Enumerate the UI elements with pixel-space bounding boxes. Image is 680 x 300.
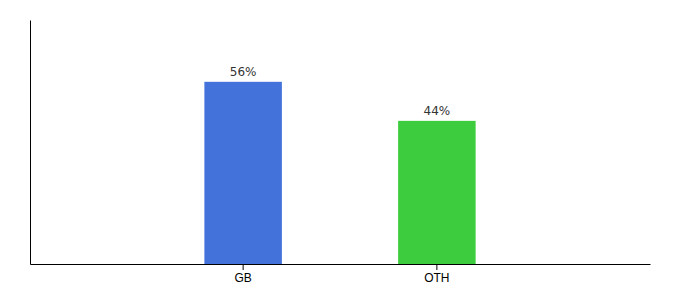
y-axis [30, 21, 31, 265]
bar [204, 82, 282, 264]
x-tick-label: GB [234, 271, 251, 285]
data-labels: 56% 44% [230, 65, 450, 118]
data-label: 44% [424, 104, 451, 118]
plot: 56% 44% GB OTH [31, 21, 651, 285]
chart: 56% 44% GB OTH [0, 0, 680, 300]
x-axis-line [31, 264, 651, 265]
y-axis-line [30, 21, 31, 265]
x-tick-label: OTH [424, 271, 449, 285]
x-tick-mark [436, 264, 437, 270]
bars [204, 82, 475, 264]
data-label: 56% [230, 65, 257, 79]
bar [398, 121, 476, 264]
x-tick-mark [243, 264, 244, 270]
x-tick: OTH [424, 264, 449, 285]
x-tick: GB [234, 264, 251, 285]
x-axis: GB OTH [31, 264, 651, 285]
